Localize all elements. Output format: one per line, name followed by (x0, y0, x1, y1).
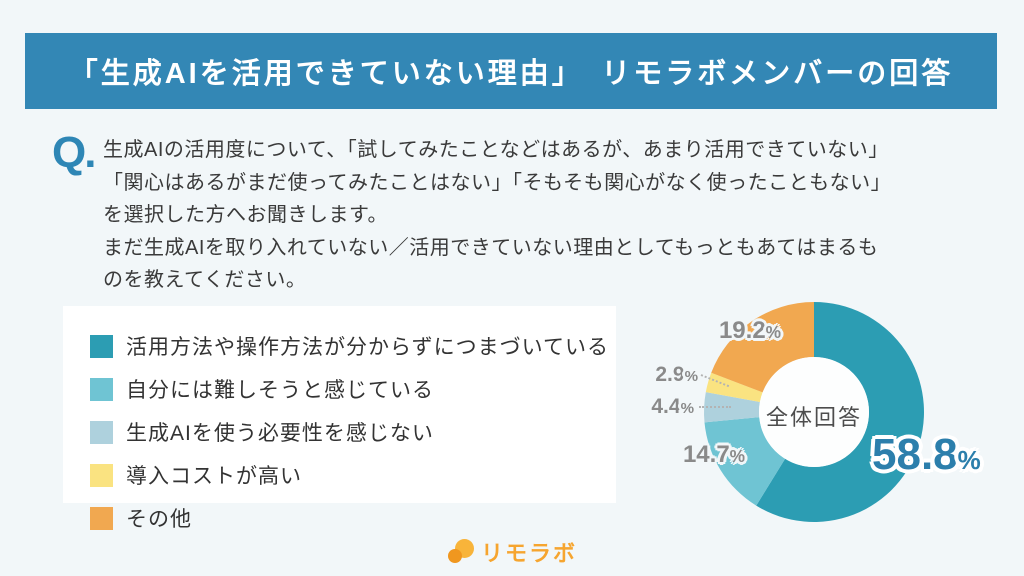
footer-logo: リモラボ (0, 536, 1024, 568)
legend-label: 生成AIを使う必要性を感じない (126, 422, 434, 445)
donut-chart (704, 302, 924, 522)
slice-value-label-main: 58.8% (872, 430, 981, 479)
legend-swatch-icon (90, 377, 113, 401)
slice-value-label-sonota: 19.2% (718, 317, 782, 344)
donut-slice (705, 372, 763, 403)
donut-hole (759, 357, 869, 467)
legend-item: 生成AIを使う必要性を感じない (90, 417, 616, 447)
leader-line-hitsuyou (699, 406, 731, 408)
slice-value-label-cost: 2.9% (655, 363, 698, 386)
legend-item: その他 (90, 503, 616, 533)
legend-label: その他 (126, 508, 192, 531)
page-title: 「生成AIを活用できていない理由」 リモラボメンバーの回答 (68, 58, 954, 90)
slice-value-label-muzukashii: 14.7% (682, 441, 746, 468)
legend-swatch-icon (90, 506, 113, 530)
donut-slice (711, 302, 814, 393)
legend-item: 導入コストが高い (90, 460, 616, 490)
donut-center-label: 全体回答 (765, 405, 862, 430)
legend-swatch-icon (90, 463, 113, 487)
remolabo-logo-icon (447, 538, 474, 566)
legend-label: 自分には難しそうと感じている (126, 379, 434, 402)
chart-legend: 活用方法や操作方法が分からずにつまづいている 自分には難しそうと感じている 生成… (63, 306, 616, 531)
title-banner: 「生成AIを活用できていない理由」 リモラボメンバーの回答 (25, 33, 997, 109)
slice-value-label-hitsuyou: 4.4% (651, 395, 694, 418)
legend-item: 活用方法や操作方法が分からずにつまづいている (90, 331, 616, 361)
legend-item: 自分には難しそうと感じている (90, 374, 616, 404)
donut-slice (756, 302, 924, 522)
logo-text: リモラボ (480, 541, 577, 566)
donut-slice (704, 392, 760, 423)
legend-label: 活用方法や操作方法が分からずにつまづいている (126, 336, 609, 359)
logo-circle-small (447, 548, 462, 563)
legend-swatch-icon (90, 334, 113, 358)
legend-label: 導入コストが高い (126, 465, 302, 488)
question-text: 生成AIの活用度について、「試してみたことなどはあるが、あまり活用できていない」… (103, 139, 892, 291)
legend-swatch-icon (90, 420, 113, 444)
question-marker: Q. (52, 128, 96, 177)
donut-slice (704, 417, 786, 506)
